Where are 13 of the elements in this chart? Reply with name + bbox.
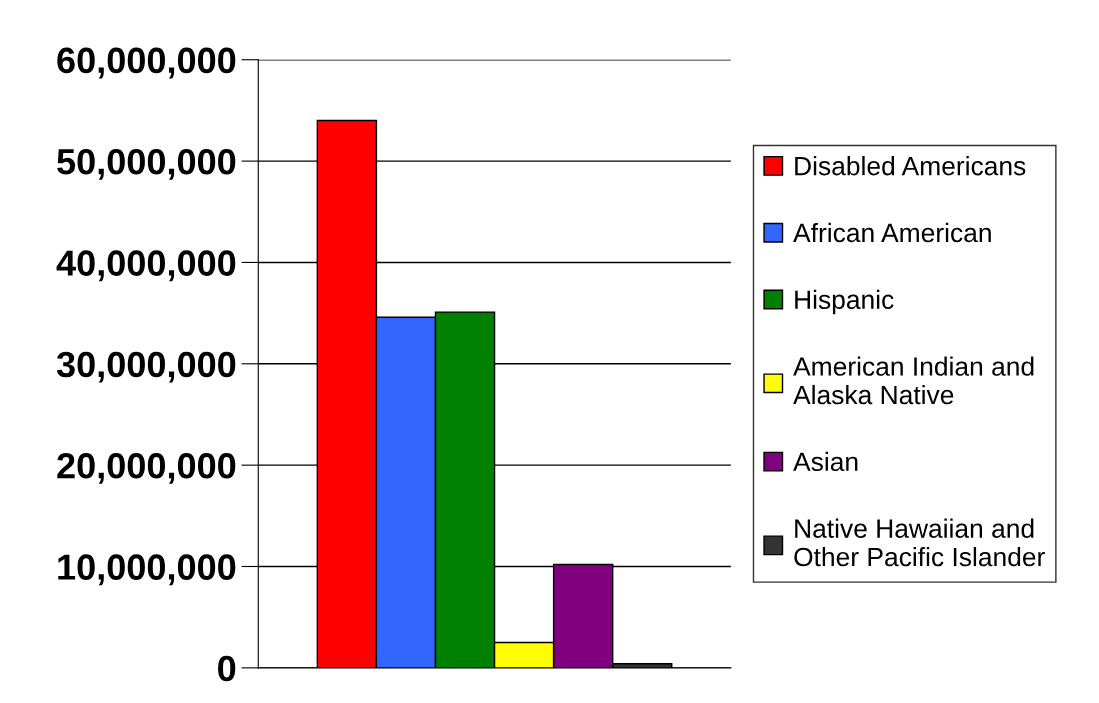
y-tick-label: 30,000,000 <box>56 351 236 383</box>
y-tick-label: 50,000,000 <box>57 148 236 180</box>
legend-label: Hispanic <box>795 289 894 315</box>
y-tick-label: 0 <box>218 655 236 682</box>
y-tick-label: 20,000,000 <box>57 453 236 484</box>
legend-label: Asian <box>793 451 858 472</box>
y-tick-label: 10,000,000 <box>58 554 236 586</box>
legend-label: American Indian and Alaska Native <box>793 356 1034 405</box>
legend-label: Disabled Americans <box>795 156 1026 176</box>
legend-label: African American <box>793 222 991 243</box>
legend-label: Native Hawaiian and Other Pacific Islander <box>794 518 1045 567</box>
y-tick-label: 60,000,000 <box>57 47 236 79</box>
y-tick-label: 40,000,000 <box>56 250 236 282</box>
